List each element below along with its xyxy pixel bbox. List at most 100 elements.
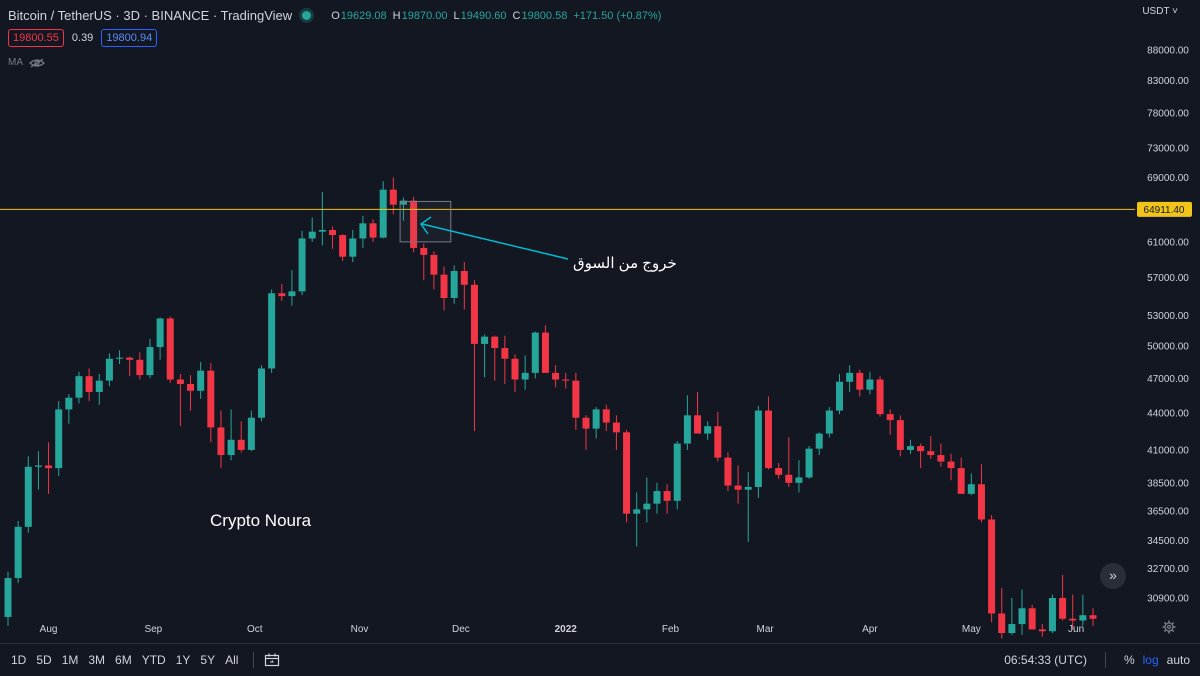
timeframe-1d[interactable]: 1D [11, 653, 27, 667]
candle [947, 453, 955, 481]
change-value: +171.50 (+0.87%) [573, 9, 662, 22]
candle-body [673, 443, 681, 501]
indicator-ma[interactable]: MA [8, 57, 45, 68]
price-tick-label: 69000.00 [1147, 173, 1189, 184]
candle-body [1048, 598, 1056, 632]
time-tick-label: Oct [247, 624, 263, 635]
candle-body [288, 291, 296, 297]
candle-body [217, 427, 225, 456]
timeframe-3m[interactable]: 3M [88, 653, 106, 667]
candle-body [34, 465, 42, 467]
candle [146, 338, 154, 379]
percent-scale-toggle[interactable]: % [1123, 653, 1135, 667]
candle-body [278, 293, 286, 297]
candle-body [339, 235, 347, 257]
price-tick-label: 61000.00 [1147, 237, 1189, 248]
candle [977, 464, 985, 523]
utc-clock[interactable]: 06:54:33 (UTC) [1004, 653, 1087, 667]
candle [501, 335, 509, 385]
price-tick-label: 36500.00 [1147, 506, 1189, 517]
candle-body [947, 461, 955, 469]
candle [34, 451, 42, 490]
sell-price-button[interactable]: 19800.55 [8, 29, 64, 47]
candle-body [582, 417, 590, 429]
auto-scale-toggle[interactable]: auto [1166, 653, 1190, 667]
candle-body [75, 376, 83, 398]
candle-body [237, 439, 245, 450]
candle [998, 587, 1006, 639]
timeframe-list: 1D 5D 1M 3M 6M YTD 1Y 5Y All [6, 653, 243, 667]
candle [1089, 608, 1097, 626]
timeframe-6m[interactable]: 6M [115, 653, 132, 667]
candle [846, 365, 854, 392]
toolbar-divider [253, 652, 255, 668]
candle [1028, 604, 1036, 630]
candle-body [420, 247, 428, 255]
candle-body [937, 455, 945, 462]
candle-body [1038, 629, 1046, 632]
candle [197, 361, 205, 399]
candle [917, 443, 925, 469]
candle-body [247, 417, 255, 450]
candle [552, 365, 560, 388]
candle-body [328, 230, 336, 236]
candle [176, 373, 184, 427]
candle-body [744, 486, 752, 490]
timeframe-1m[interactable]: 1M [61, 653, 79, 667]
candle [541, 325, 549, 373]
candle [612, 415, 620, 450]
candle-body [562, 379, 570, 381]
price-tick-label: 73000.00 [1147, 143, 1189, 154]
exit-arrow [419, 216, 569, 260]
candle-body [775, 468, 783, 475]
timeframe-5d[interactable]: 5D [36, 653, 52, 667]
candle-body [369, 223, 377, 238]
candle-body [612, 422, 620, 433]
price-tick-label: 44000.00 [1147, 408, 1189, 419]
candle-body [85, 376, 93, 392]
candle-body [511, 358, 519, 380]
open-key: O [331, 9, 340, 22]
candle-body [694, 415, 702, 434]
candle-body [1028, 608, 1036, 630]
date-range-calendar-icon[interactable] [264, 653, 280, 667]
candle-body [4, 578, 12, 617]
candle [460, 262, 468, 310]
candle [75, 371, 83, 404]
candle [694, 391, 702, 434]
candle-body [308, 231, 316, 239]
timeframe-ytd[interactable]: YTD [141, 653, 166, 667]
candle-body [734, 485, 742, 490]
candle [430, 251, 438, 290]
log-scale-toggle[interactable]: log [1142, 653, 1159, 667]
candle [389, 177, 397, 215]
symbol-title[interactable]: Bitcoin / TetherUS · 3D · BINANCE · Trad… [8, 8, 293, 23]
price-chart[interactable]: 88000.00 83000.00 78000.00 73000.00 69000.00… [0, 0, 1200, 643]
timeframe-5y[interactable]: 5Y [200, 653, 216, 667]
candle [815, 432, 823, 456]
candle-body [633, 509, 641, 514]
timeframe-all[interactable]: All [225, 653, 239, 667]
candle-body [704, 426, 712, 434]
candle-body [399, 200, 407, 205]
candle-body [846, 372, 854, 382]
time-axis: Aug Sep Oct Nov Dec 2022 Feb Mar Apr May Jun [40, 624, 1084, 635]
candle [957, 457, 965, 494]
candle [754, 405, 762, 499]
time-tick-label: Mar [757, 624, 775, 635]
candle [1008, 598, 1016, 635]
candle-body [24, 466, 32, 527]
candle-body [1018, 608, 1026, 625]
bottom-toolbar: 1D 5D 1M 3M 6M YTD 1Y 5Y All 06:54:33 (UTC) % lo… [0, 643, 1200, 676]
timeframe-1y[interactable]: 1Y [175, 653, 191, 667]
buy-price-button[interactable]: 19800.94 [101, 29, 158, 47]
scroll-to-realtime-button[interactable]: » [1100, 563, 1126, 589]
currency-selector[interactable]: USDT ˅ [1142, 6, 1178, 17]
candle [491, 335, 499, 381]
price-tick-label: 30900.00 [1147, 594, 1189, 605]
candle-body [623, 432, 631, 514]
candle [937, 443, 945, 467]
gear-icon[interactable] [1162, 620, 1176, 634]
eye-hidden-icon[interactable] [29, 58, 45, 68]
candle-body [176, 379, 184, 385]
